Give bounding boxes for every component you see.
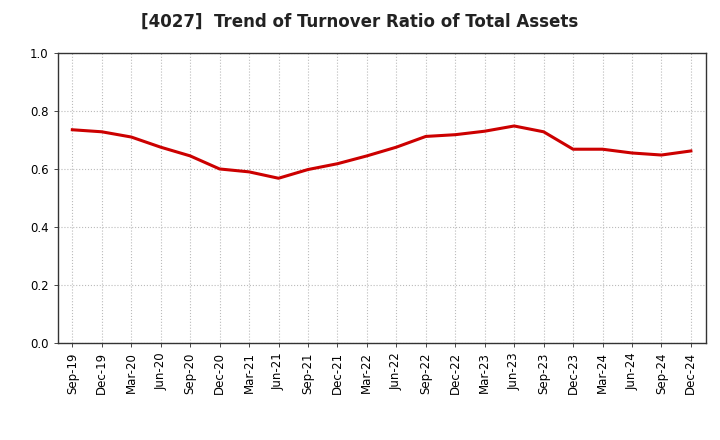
Text: [4027]  Trend of Turnover Ratio of Total Assets: [4027] Trend of Turnover Ratio of Total …	[141, 13, 579, 31]
